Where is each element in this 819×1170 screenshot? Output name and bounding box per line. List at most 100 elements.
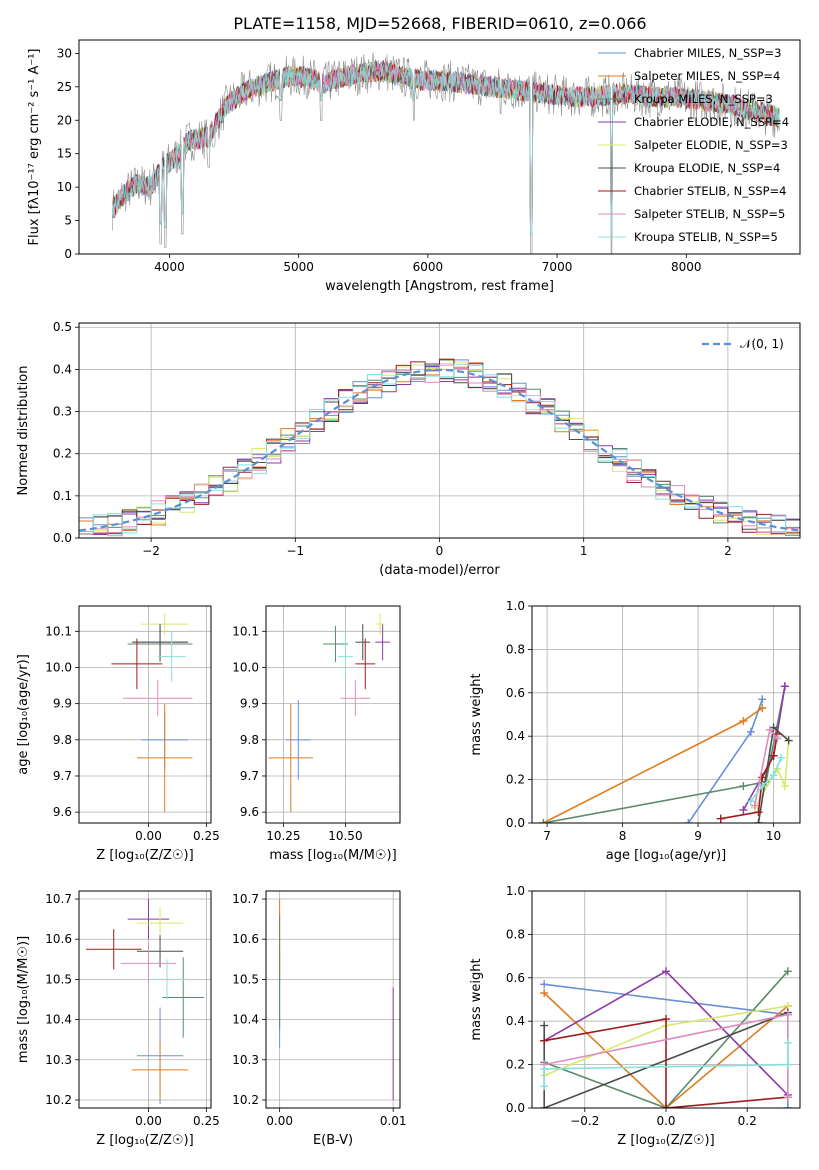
x-axis-label: Z [log₁₀(Z/Z☉)] bbox=[617, 1133, 714, 1148]
y-axis-label: Normed distribution bbox=[16, 366, 31, 496]
legend: Chabrier MILES, N_SSP=3 Salpeter MILES, N… bbox=[598, 46, 789, 244]
y-tick-label: 10.6 bbox=[45, 932, 72, 946]
y-tick-label: 9.9 bbox=[240, 697, 259, 711]
weight-point-marker bbox=[739, 805, 748, 814]
x-tick-label: 8000 bbox=[671, 260, 702, 274]
weight-series-line bbox=[543, 1011, 789, 1108]
y-tick-label: 0.4 bbox=[506, 729, 525, 743]
x-tick-label: 1 bbox=[580, 544, 588, 558]
x-tick-label: 0.00 bbox=[266, 1114, 293, 1128]
weight-point-marker bbox=[750, 801, 759, 810]
x-tick-label: 0.00 bbox=[135, 1114, 162, 1128]
x-tick-label: 0.25 bbox=[193, 829, 220, 843]
y-tick-label: 0.2 bbox=[53, 447, 72, 461]
y-tick-label: 10.1 bbox=[45, 624, 72, 638]
axes-frame bbox=[265, 605, 401, 824]
weight-point-marker bbox=[769, 771, 778, 780]
y-tick-label: 10.7 bbox=[45, 892, 72, 906]
histogram-series bbox=[79, 363, 800, 535]
y-tick-label: 9.6 bbox=[53, 805, 72, 819]
errorbar-point bbox=[141, 613, 188, 635]
y-tick-label: 0.4 bbox=[53, 362, 72, 376]
errorbar-point bbox=[111, 638, 163, 690]
spectrum-model-line bbox=[112, 62, 780, 235]
legend-entry: Chabrier MILES, N_SSP=3 bbox=[634, 46, 781, 60]
y-tick-label: 0.1 bbox=[53, 489, 72, 503]
y-tick-label: 10.3 bbox=[45, 1053, 72, 1067]
weight-point-marker bbox=[758, 782, 767, 791]
y-tick-label: 0.8 bbox=[506, 927, 525, 941]
weight-point-marker bbox=[783, 1010, 792, 1019]
y-tick-label: 10.0 bbox=[45, 660, 72, 674]
weight-point-marker bbox=[758, 695, 767, 704]
errorbar-point bbox=[123, 680, 193, 717]
weight-point-marker bbox=[746, 797, 755, 806]
y-tick-label: 0.6 bbox=[506, 971, 525, 985]
plot-area-weight_vs_age bbox=[532, 606, 800, 823]
panel-spectrum: 4000 5000 6000 7000 8000 0 5 10 15 20 25 30 waveleng… bbox=[27, 39, 801, 294]
y-tick-label: 0.0 bbox=[53, 531, 72, 545]
y-tick-label: 10.1 bbox=[232, 624, 259, 638]
y-tick-label: 9.8 bbox=[53, 733, 72, 747]
weight-point-marker bbox=[783, 967, 792, 976]
weight-series-line bbox=[750, 757, 782, 802]
y-tick-label: 9.7 bbox=[240, 769, 259, 783]
errorbar-point bbox=[337, 631, 353, 682]
x-axis-label: mass [log₁₀(M/M☉)] bbox=[269, 848, 396, 863]
weight-series-line bbox=[544, 1018, 788, 1108]
x-tick-label: 6000 bbox=[413, 260, 444, 274]
plot-area-mass_vs_ebv bbox=[266, 891, 400, 1108]
errorbar-point bbox=[127, 899, 170, 940]
panel-mass_vs_ebv: 0.00 0.01 10.2 10.3 10.4 10.5 10.6 10.7 E(B-V) bbox=[232, 890, 407, 1148]
errorbar-point bbox=[136, 907, 184, 940]
weight-series-line bbox=[543, 1042, 789, 1087]
legend-entry: Chabrier STELIB, N_SSP=4 bbox=[634, 184, 786, 198]
errorbar-point bbox=[132, 624, 188, 661]
y-tick-label: 10.5 bbox=[45, 972, 72, 986]
x-tick-label: 4000 bbox=[154, 260, 185, 274]
weight-point-marker bbox=[739, 782, 748, 791]
weight-point-marker bbox=[780, 682, 789, 691]
y-tick-label: 10.4 bbox=[45, 1013, 72, 1027]
figure-title: PLATE=1158, MJD=52668, FIBERID=0610, z=0… bbox=[233, 14, 646, 33]
x-tick-label: −2 bbox=[142, 544, 160, 558]
weight-point-marker bbox=[540, 1082, 549, 1091]
errorbar-point bbox=[323, 625, 348, 663]
weight-series-line bbox=[543, 992, 789, 1108]
y-tick-label: 10 bbox=[57, 180, 72, 194]
weight-point-marker bbox=[758, 703, 767, 712]
y-tick-label: 9.7 bbox=[53, 769, 72, 783]
weight-point-marker bbox=[780, 782, 789, 791]
y-axis-label: mass weight bbox=[469, 958, 484, 1040]
errorbar-point bbox=[375, 624, 391, 661]
x-axis-label: age [log₁₀(age/yr)] bbox=[606, 848, 727, 863]
y-tick-label: 10.2 bbox=[45, 1093, 72, 1107]
x-tick-label: 2 bbox=[724, 544, 732, 558]
weight-series-line bbox=[543, 686, 786, 823]
panel-residuals: −2 −1 0 1 2 0.0 0.1 0.2 0.3 0.4 0.5 (data-model)/er… bbox=[16, 320, 801, 578]
weight-point-marker bbox=[540, 980, 549, 989]
errorbar-point bbox=[355, 638, 376, 690]
x-axis-label: E(B-V) bbox=[313, 1133, 353, 1148]
weight-series-line bbox=[754, 740, 790, 809]
y-tick-label: 20 bbox=[57, 113, 72, 127]
plot-area-age_vs_mass bbox=[266, 606, 400, 823]
y-tick-label: 9.8 bbox=[240, 733, 259, 747]
legend-entry: Chabrier ELODIE, N_SSP=4 bbox=[634, 115, 789, 129]
axes-frame bbox=[78, 39, 801, 255]
x-tick-label: 0.0 bbox=[656, 1114, 675, 1128]
weight-point-marker bbox=[539, 819, 548, 823]
legend-entry: Salpeter STELIB, N_SSP=5 bbox=[634, 207, 785, 221]
x-tick-label: −1 bbox=[286, 544, 304, 558]
weight-point-marker bbox=[540, 988, 549, 997]
y-tick-label: 10.5 bbox=[232, 972, 259, 986]
y-tick-label: 0 bbox=[64, 247, 72, 261]
y-tick-label: 10.3 bbox=[232, 1053, 259, 1067]
legend-entry: 𝒩(0, 1) bbox=[740, 337, 784, 351]
errorbar-point bbox=[340, 680, 371, 717]
errorbar-point bbox=[85, 929, 142, 970]
plot-area-spectrum bbox=[112, 52, 780, 254]
x-tick-label: −0.2 bbox=[570, 1114, 599, 1128]
x-tick-label: 10.50 bbox=[328, 829, 362, 843]
